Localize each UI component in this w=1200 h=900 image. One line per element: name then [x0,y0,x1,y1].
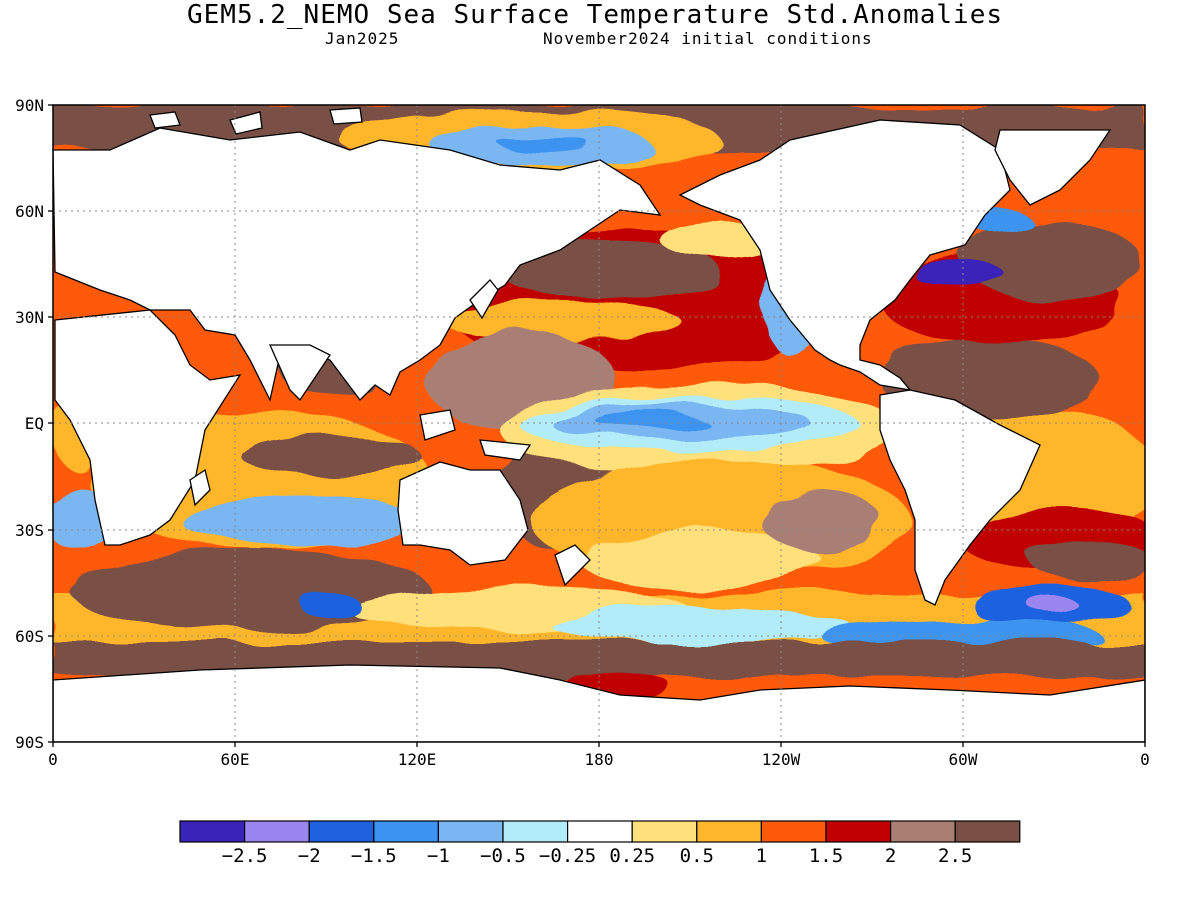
colorbar-swatch [631,820,698,843]
lon-label: 120E [398,750,437,769]
initial-conditions: November2024 initial conditions [543,29,873,48]
colorbar-swatch [502,820,569,843]
india [268,344,331,402]
colorbar-label: −1.5 [351,845,397,867]
colorbar-swatch [825,820,892,843]
latitude-labels: 90N 60N 30N EQ 30S 60S 90S [15,96,44,752]
colorbar-label: 2 [885,845,896,867]
colorbar-label: 1.5 [809,845,843,867]
lon-label: 0 [1140,750,1150,769]
svalbard [149,111,181,129]
map-title: GEM5.2_NEMO Sea Surface Temperature Std.… [186,0,1003,30]
colorbar-swatch [696,820,762,843]
lat-label: 90N [15,96,44,115]
lat-label: 30S [15,521,44,540]
borneo [419,409,456,441]
south-america [879,389,1041,606]
new-zealand [554,544,591,587]
forecast-month: Jan2025 [325,29,400,48]
antarctica [53,664,1145,742]
madagascar [189,468,211,507]
colorbar: −2.5 −2 −1.5 −1 −0.5 −0.25 0.25 0.5 1 1.5 2 2.5 [179,820,1021,867]
colorbar-swatch [244,820,310,843]
colorbar-label: 0.25 [609,845,655,867]
colorbar-swatch [373,820,439,843]
africa [54,309,242,546]
eurasia [53,127,662,402]
colorbar-swatch [566,820,633,843]
colorbar-swatch [308,820,375,843]
graticule [53,105,1145,742]
lat-label: 60N [15,202,44,221]
greenland [994,129,1112,206]
lon-label: 120W [762,750,801,769]
colorbar-swatch [889,820,956,843]
new-guinea [479,439,532,461]
colorbar-label: −0.25 [539,845,596,867]
colorbar-label: −2 [298,845,321,867]
land-masses [53,107,1145,742]
lat-label: 30N [15,308,44,327]
north-america [678,119,1011,391]
severnaya [329,107,363,125]
colorbar-label: 1 [756,845,767,867]
colorbar-label: −1 [427,845,450,867]
colorbar-swatch [437,820,504,843]
australia [397,461,529,566]
colorbar-swatch [179,820,246,843]
colorbar-swatch [954,820,1021,843]
colorbar-label: 0.5 [680,845,714,867]
colorbar-label: −0.5 [480,845,526,867]
axis-ticks [48,104,1146,747]
lat-label: 90S [15,733,44,752]
lat-label: 60S [15,627,44,646]
japan [469,279,499,320]
lon-label: 180 [585,750,614,769]
novaya-zemlya [229,111,263,135]
colorbar-swatch [760,820,827,843]
longitude-labels: 0 60E 120E 180 120W 60W 0 [48,750,1150,769]
lon-label: 60E [221,750,250,769]
colorbar-label: −2.5 [222,845,268,867]
colorbar-label: 2.5 [938,845,972,867]
lon-label: 60W [949,750,978,769]
lat-label: EQ [25,414,44,433]
lon-label: 0 [48,750,58,769]
